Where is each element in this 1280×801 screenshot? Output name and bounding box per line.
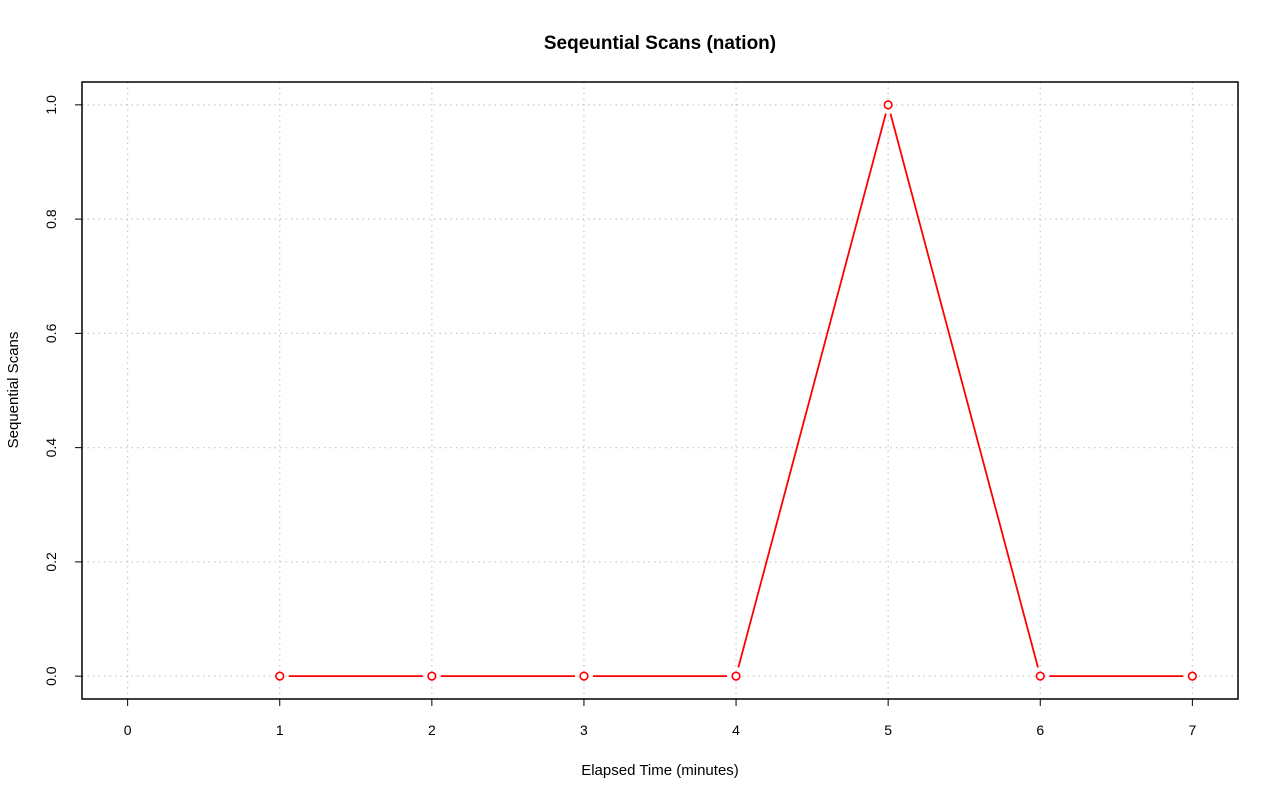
data-point-marker [579, 671, 589, 681]
data-point-marker [883, 100, 893, 110]
y-tick-label: 1.0 [43, 95, 59, 115]
x-axis-label: Elapsed Time (minutes) [581, 762, 739, 779]
series-line-segment [737, 113, 887, 668]
data-point-marker [1035, 671, 1045, 681]
y-tick-label: 0.0 [43, 666, 59, 686]
x-tick-label: 4 [732, 722, 740, 738]
data-point-marker [275, 671, 285, 681]
x-tick-label: 2 [428, 722, 436, 738]
y-axis-label: Sequential Scans [5, 332, 22, 449]
x-tick-label: 0 [124, 722, 132, 738]
axes: 0 1 2 3 4 5 6 7 0.0 0.2 0.4 0.6 0.8 1.0 [43, 95, 1196, 738]
y-tick-label: 0.2 [43, 552, 59, 572]
x-tick-label: 6 [1036, 722, 1044, 738]
x-tick-label: 7 [1188, 722, 1196, 738]
y-tick-label: 0.8 [43, 209, 59, 229]
series-line-segment [889, 113, 1039, 668]
data-point-marker [1187, 671, 1197, 681]
y-tick-label: 0.6 [43, 323, 59, 343]
x-tick-label: 3 [580, 722, 588, 738]
data-point-marker [427, 671, 437, 681]
chart-title: Seqeuntial Scans (nation) [544, 33, 776, 54]
x-tick-label: 5 [884, 722, 892, 738]
grid [82, 82, 1238, 699]
x-tick-label: 1 [276, 722, 284, 738]
data-point-marker [731, 671, 741, 681]
plot-frame [81, 81, 1239, 700]
y-tick-label: 0.4 [43, 438, 59, 458]
series-layer [275, 100, 1197, 681]
